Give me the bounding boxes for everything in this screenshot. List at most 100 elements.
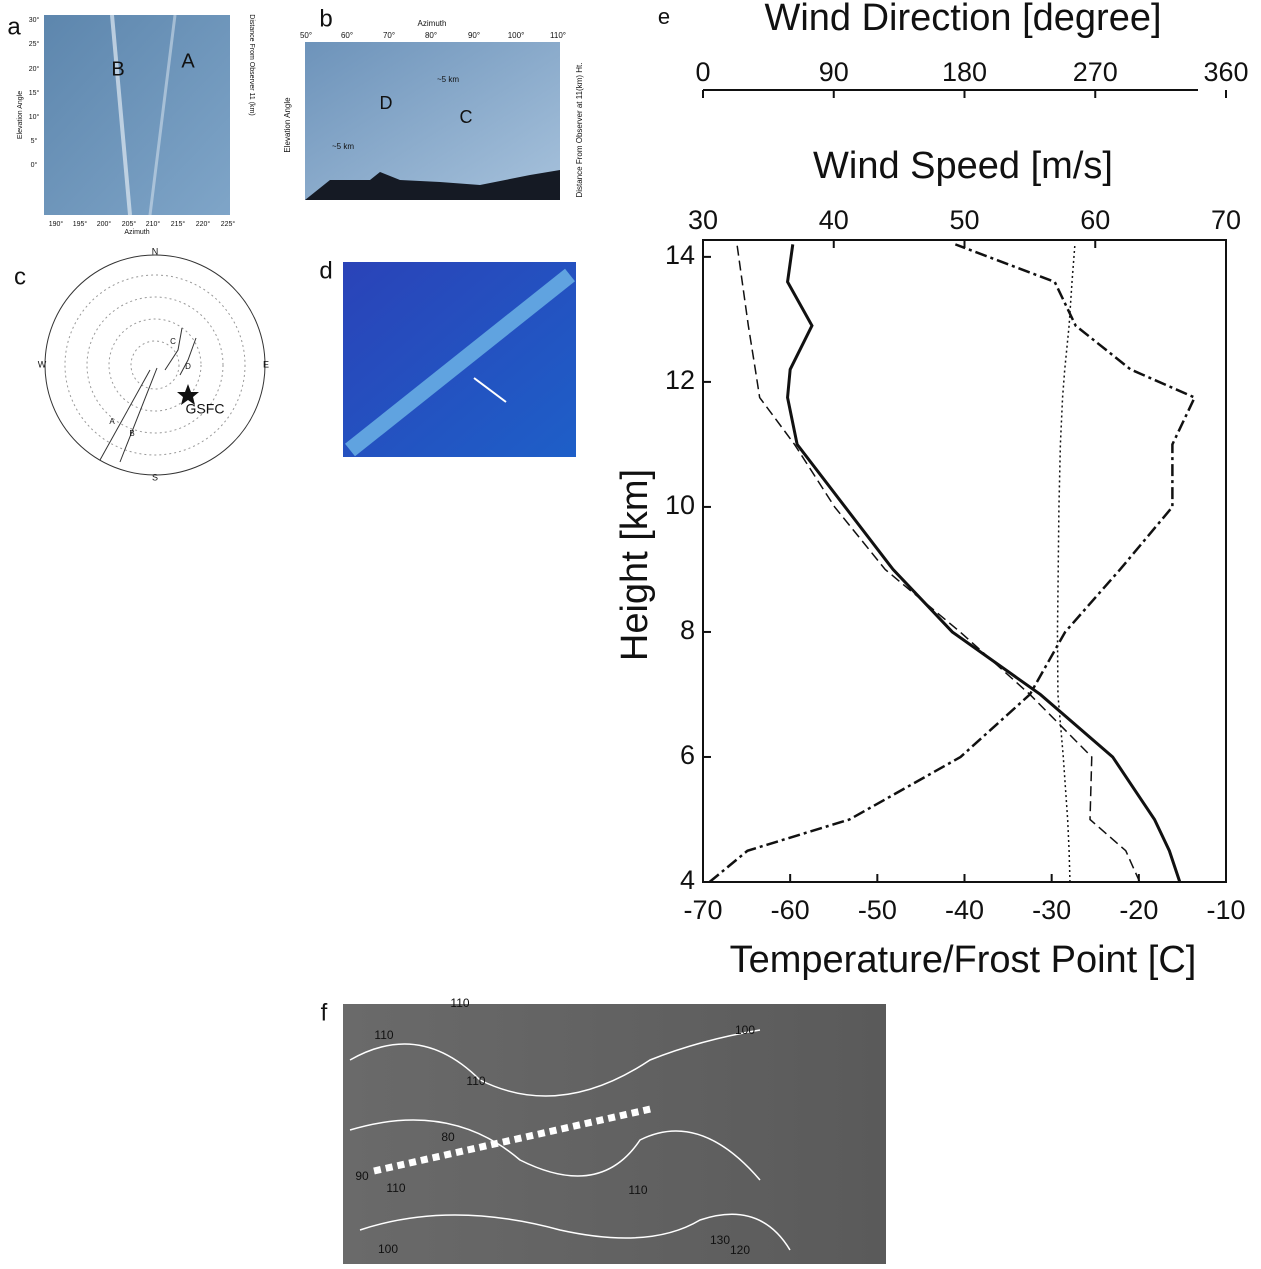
panel-text: W [38,359,47,369]
contour [359,1213,791,1251]
panel-text: B [129,429,134,438]
x2-tick-label: 40 [819,205,849,235]
contrail [110,14,132,216]
x3-tick-label: 360 [1203,57,1248,87]
axis-title: Height [km] [614,469,656,661]
panel-text: 110 [450,996,469,1010]
x-tick-label: -70 [683,895,722,925]
panel-text: Elevation Angle [17,91,24,139]
panel-text: 60° [341,31,353,40]
x2-tick-label: 70 [1211,205,1241,235]
plot-frame [702,239,1227,883]
series-line [1056,244,1076,883]
panel-label: d [319,257,332,284]
track [179,337,197,376]
panel-text: 110 [374,1028,393,1042]
panel-text: 100° [508,31,525,40]
panel-text: 50° [300,31,312,40]
panel-text: GSFC [186,401,225,417]
panel-text: 225° [221,220,236,228]
panel-text: C [460,107,473,127]
panel-label: c [14,263,26,290]
y-tick-label: 4 [680,865,695,895]
x3-tick-label: 270 [1073,57,1118,87]
range-ring [86,296,224,434]
panel-text: 120 [730,1243,750,1257]
panel-text: 80 [441,1130,455,1144]
panel-text: Azimuth [124,229,149,236]
panel-text: 100 [735,1023,755,1037]
panel-text: A [109,417,115,426]
contour [349,1029,761,1097]
series-line [785,244,1182,883]
contrail [345,268,575,457]
compass [44,254,266,476]
axis-title: Wind Speed [m/s] [813,145,1113,187]
series-line [708,243,1197,883]
contour [349,1119,761,1181]
x3-tick-label: 180 [942,57,987,87]
panel-text: 10° [29,113,40,121]
panel-text: B [111,58,124,80]
panel-text: 100 [378,1242,398,1256]
panel-label: a [7,13,21,40]
panel-text: 20° [29,65,40,73]
x3-tick-label: 0 [695,57,710,87]
panel-text: Distance From Observer at 11(km) Ht. [575,63,584,198]
x-tick-label: -30 [1032,895,1071,925]
panel-text: ~5 km [437,75,459,84]
panel-text: 110° [550,31,566,40]
contrail [148,14,177,216]
panel-text: 90 [355,1169,369,1183]
x-tick-label: -20 [1119,895,1158,925]
panel-text: 200° [97,220,112,228]
series-line [736,244,1141,883]
x-tick-label: -50 [858,895,897,925]
panel-text: S [152,472,158,482]
panel-text: Elevation Angle [283,97,292,153]
x2-tick-label: 50 [949,205,979,235]
panel-text: 130 [710,1233,730,1247]
axis-title: Temperature/Frost Point [C] [730,939,1197,981]
range-ring [108,318,202,412]
x2-tick-label: 60 [1080,205,1110,235]
panel-text: 195° [73,220,88,228]
panel-text: 15° [29,89,40,97]
track [99,369,151,461]
panel-text: 205° [122,220,137,228]
panel-text: E [263,359,269,369]
panel-text: Azimuth [418,19,447,28]
panel-text: 90° [468,31,480,40]
y-tick-label: 12 [665,365,695,395]
panel-label: f [321,999,328,1026]
panel-text: 0° [31,161,38,169]
range-ring [130,340,180,390]
panel-text: 190° [49,220,64,228]
panel-text: ~5 km [332,142,354,151]
x-tick-label: -40 [945,895,984,925]
panel-text: N [152,246,159,256]
panel-text: D [380,93,393,113]
panel-text: 110 [386,1181,405,1195]
photo-a [44,15,230,215]
x2-tick-label: 30 [688,205,718,235]
range-ring [64,274,246,456]
panel-text: D [185,362,191,371]
panel-text: Distance From Observer 11 (km) [248,14,255,115]
panel-text: 110 [628,1183,647,1197]
y-tick-label: 10 [665,490,695,520]
photo-b [305,42,560,200]
panel-text: 70° [383,31,395,40]
panel-text: 5° [31,137,38,145]
panel-text: 220° [196,220,211,228]
panel-text: 215° [171,220,186,228]
panel-text: C [170,337,176,346]
panel-label: b [319,5,332,32]
track [164,327,183,371]
panel-text: A [181,50,195,72]
track [119,367,158,463]
skyline [305,170,560,200]
panel-text: 25° [29,40,40,48]
